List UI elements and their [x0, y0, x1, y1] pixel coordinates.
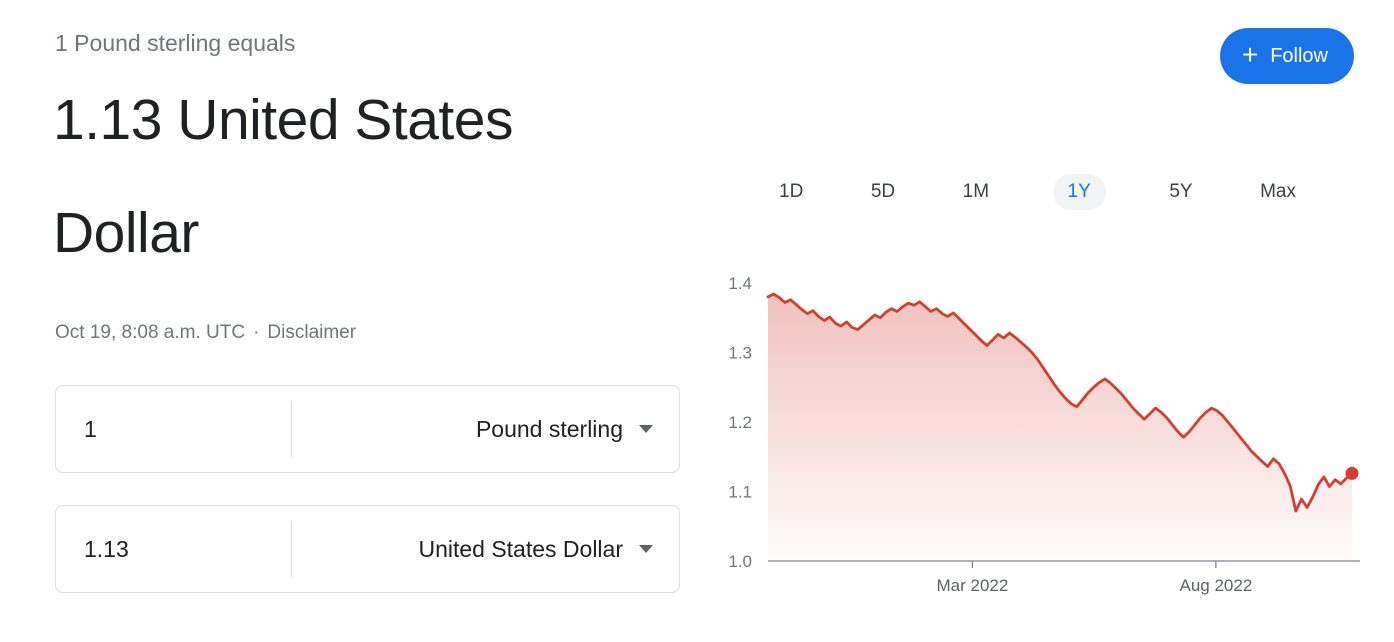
chevron-down-icon: [639, 545, 653, 553]
currency-select-from[interactable]: Pound sterling: [292, 416, 679, 443]
y-axis-label: 1.0: [728, 552, 752, 571]
follow-label: Follow: [1270, 44, 1328, 67]
series-area-fill: [768, 294, 1352, 561]
amount-input-from[interactable]: 1: [84, 415, 97, 442]
plus-icon: +: [1241, 38, 1259, 70]
range-tab-1y[interactable]: 1Y: [1052, 174, 1106, 210]
conversion-subtitle: 1 Pound sterling equals: [55, 30, 296, 56]
chart-panel: Mar 2022 Aug 2022 1.0 1.1 1.2 1.3 1.4: [700, 273, 1360, 608]
range-tab-1m[interactable]: 1M: [962, 181, 990, 202]
converter-row-from: 1 Pound sterling: [55, 385, 680, 473]
currency-label-from: Pound sterling: [475, 415, 623, 442]
range-tab-max[interactable]: Max: [1260, 181, 1296, 202]
series-line: [766, 292, 1354, 513]
amount-input-to[interactable]: 1.13: [84, 535, 129, 562]
y-axis-label: 1.4: [728, 274, 752, 293]
range-tab-5y[interactable]: 5Y: [1169, 181, 1193, 202]
y-axis-label: 1.2: [728, 413, 752, 432]
series-end-dot: [1345, 466, 1359, 480]
converter-row-to: 1.13 United States Dollar: [55, 505, 680, 593]
divider: [291, 401, 292, 457]
x-axis-label: Mar 2022: [936, 576, 1008, 595]
x-axis-label: Aug 2022: [1180, 576, 1253, 595]
timestamp-row: Oct 19, 8:08 a.m. UTC · Disclaimer: [55, 322, 356, 344]
separator-dot: ·: [253, 322, 260, 343]
range-tabs: 1D 5D 1M 1Y 5Y Max: [775, 174, 1300, 210]
conversion-result: 1.13 United States Dollar: [53, 88, 513, 265]
range-tab-1d[interactable]: 1D: [779, 181, 804, 202]
range-tab-5d[interactable]: 5D: [870, 181, 896, 202]
exchange-rate-chart[interactable]: Mar 2022 Aug 2022 1.0 1.1 1.2 1.3 1.4: [700, 273, 1360, 608]
y-axis-label: 1.3: [728, 344, 752, 363]
timestamp: Oct 19, 8:08 a.m. UTC: [55, 322, 246, 343]
disclaimer-link[interactable]: Disclaimer: [267, 322, 357, 343]
divider: [291, 521, 292, 577]
chevron-down-icon: [639, 425, 653, 433]
currency-label-to: United States Dollar: [418, 535, 623, 562]
y-axis-label: 1.1: [728, 483, 752, 502]
follow-button[interactable]: + Follow: [1219, 28, 1354, 84]
currency-select-to[interactable]: United States Dollar: [292, 536, 679, 563]
